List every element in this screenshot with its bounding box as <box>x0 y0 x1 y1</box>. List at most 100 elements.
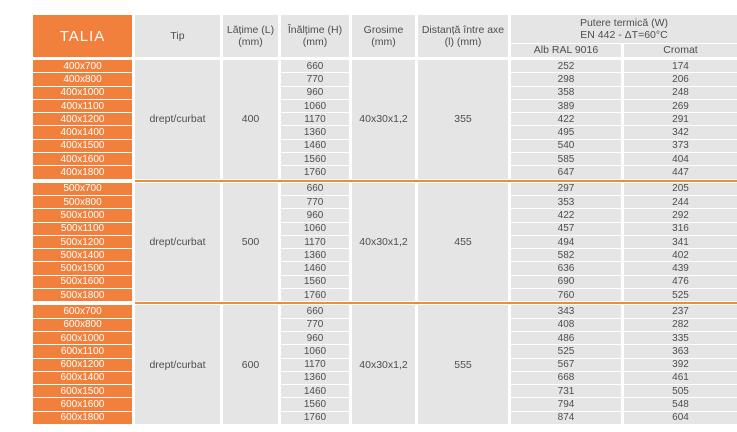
width-cell: 400 <box>223 60 278 179</box>
height-cell: 1760 <box>281 411 349 425</box>
height-cell: 1460 <box>281 262 349 275</box>
model-cell: 500x1200 <box>33 235 132 249</box>
thickness-cell: 40x30x1,2 <box>352 305 415 425</box>
power-white-cell: 353 <box>511 195 621 209</box>
height-cell: 770 <box>281 195 349 209</box>
power-chrome-cell: 248 <box>624 86 737 99</box>
column-header-white-ral: Alb RAL 9016 <box>511 44 621 57</box>
height-cell: 660 <box>281 305 349 318</box>
power-chrome-cell: 373 <box>624 139 737 153</box>
column-header-chromed: Cromat <box>624 44 737 57</box>
power-white-cell: 494 <box>511 235 621 249</box>
height-cell: 1060 <box>281 99 349 113</box>
model-cell: 600x1600 <box>33 398 132 411</box>
power-white-cell: 525 <box>511 345 621 358</box>
axis-distance-cell: 355 <box>418 60 508 179</box>
power-white-cell: 343 <box>511 305 621 318</box>
group-separator <box>135 179 737 182</box>
power-chrome-cell: 244 <box>624 195 737 209</box>
height-cell: 960 <box>281 331 349 345</box>
model-cell: 600x700 <box>33 305 132 318</box>
power-white-cell: 760 <box>511 289 621 302</box>
power-white-cell: 690 <box>511 275 621 289</box>
power-chrome-cell: 291 <box>624 113 737 126</box>
power-white-cell: 668 <box>511 371 621 385</box>
power-chrome-cell: 439 <box>624 262 737 275</box>
height-cell: 660 <box>281 60 349 73</box>
height-cell: 1170 <box>281 358 349 371</box>
height-cell: 1360 <box>281 126 349 139</box>
model-cell: 400x1400 <box>33 126 132 139</box>
power-white-cell: 567 <box>511 358 621 371</box>
column-header-height: Înălțime (H) (mm) <box>281 15 349 57</box>
height-cell: 1560 <box>281 153 349 166</box>
width-cell: 600 <box>223 305 278 425</box>
power-white-cell: 422 <box>511 113 621 126</box>
model-cell: 400x1800 <box>33 166 132 179</box>
model-cell: 600x1500 <box>33 385 132 398</box>
power-white-cell: 540 <box>511 139 621 153</box>
height-cell: 660 <box>281 182 349 195</box>
height-cell: 1560 <box>281 398 349 411</box>
model-cell: 600x800 <box>33 318 132 331</box>
height-cell: 1170 <box>281 235 349 249</box>
height-cell: 1560 <box>281 275 349 289</box>
tip-cell: drept/curbat <box>135 60 220 179</box>
tip-cell: drept/curbat <box>135 182 220 302</box>
power-chrome-cell: 548 <box>624 398 737 411</box>
power-chrome-cell: 282 <box>624 318 737 331</box>
power-white-cell: 298 <box>511 73 621 86</box>
axis-distance-cell: 555 <box>418 305 508 425</box>
power-chrome-cell: 505 <box>624 385 737 398</box>
model-cell: 600x1100 <box>33 345 132 358</box>
height-cell: 1460 <box>281 385 349 398</box>
power-chrome-cell: 604 <box>624 411 737 425</box>
height-cell: 770 <box>281 318 349 331</box>
model-cell: 500x1600 <box>33 275 132 289</box>
height-cell: 1360 <box>281 249 349 262</box>
power-white-cell: 731 <box>511 385 621 398</box>
power-chrome-cell: 316 <box>624 222 737 235</box>
power-white-cell: 252 <box>511 60 621 73</box>
height-cell: 1460 <box>281 139 349 153</box>
power-white-cell: 297 <box>511 182 621 195</box>
model-cell: 600x1000 <box>33 331 132 345</box>
model-cell: 400x800 <box>33 73 132 86</box>
power-chrome-cell: 237 <box>624 305 737 318</box>
power-white-cell: 874 <box>511 411 621 425</box>
height-cell: 1060 <box>281 222 349 235</box>
power-chrome-cell: 476 <box>624 275 737 289</box>
size-group-600: 600x700 660 343 237 600x800 770 408 282 600x1000… <box>33 305 737 425</box>
brand-title: TALIA <box>33 15 132 57</box>
model-cell: 500x1100 <box>33 222 132 235</box>
model-cell: 500x1800 <box>33 289 132 302</box>
model-cell: 400x1500 <box>33 139 132 153</box>
power-white-cell: 647 <box>511 166 621 179</box>
power-white-cell: 486 <box>511 331 621 345</box>
height-cell: 1170 <box>281 113 349 126</box>
model-cell: 400x1600 <box>33 153 132 166</box>
thickness-cell: 40x30x1,2 <box>352 60 415 179</box>
table-body: 400x700 660 252 174 400x800 770 298 206 400x1000… <box>33 60 737 425</box>
power-chrome-cell: 525 <box>624 289 737 302</box>
model-cell: 500x1400 <box>33 249 132 262</box>
power-white-cell: 422 <box>511 209 621 222</box>
model-cell: 500x1000 <box>33 209 132 222</box>
power-white-cell: 495 <box>511 126 621 139</box>
table-header: TALIA Tip Lățime (L) (mm) Înălțime (H) (… <box>33 15 737 57</box>
power-chrome-cell: 404 <box>624 153 737 166</box>
power-white-cell: 408 <box>511 318 621 331</box>
group-separator <box>135 302 737 305</box>
width-cell: 500 <box>223 182 278 302</box>
height-cell: 770 <box>281 73 349 86</box>
power-chrome-cell: 461 <box>624 371 737 385</box>
power-white-cell: 794 <box>511 398 621 411</box>
height-cell: 1760 <box>281 166 349 179</box>
model-cell: 500x1500 <box>33 262 132 275</box>
model-cell: 400x1200 <box>33 113 132 126</box>
power-white-cell: 636 <box>511 262 621 275</box>
power-chrome-cell: 363 <box>624 345 737 358</box>
height-cell: 960 <box>281 86 349 99</box>
thickness-cell: 40x30x1,2 <box>352 182 415 302</box>
